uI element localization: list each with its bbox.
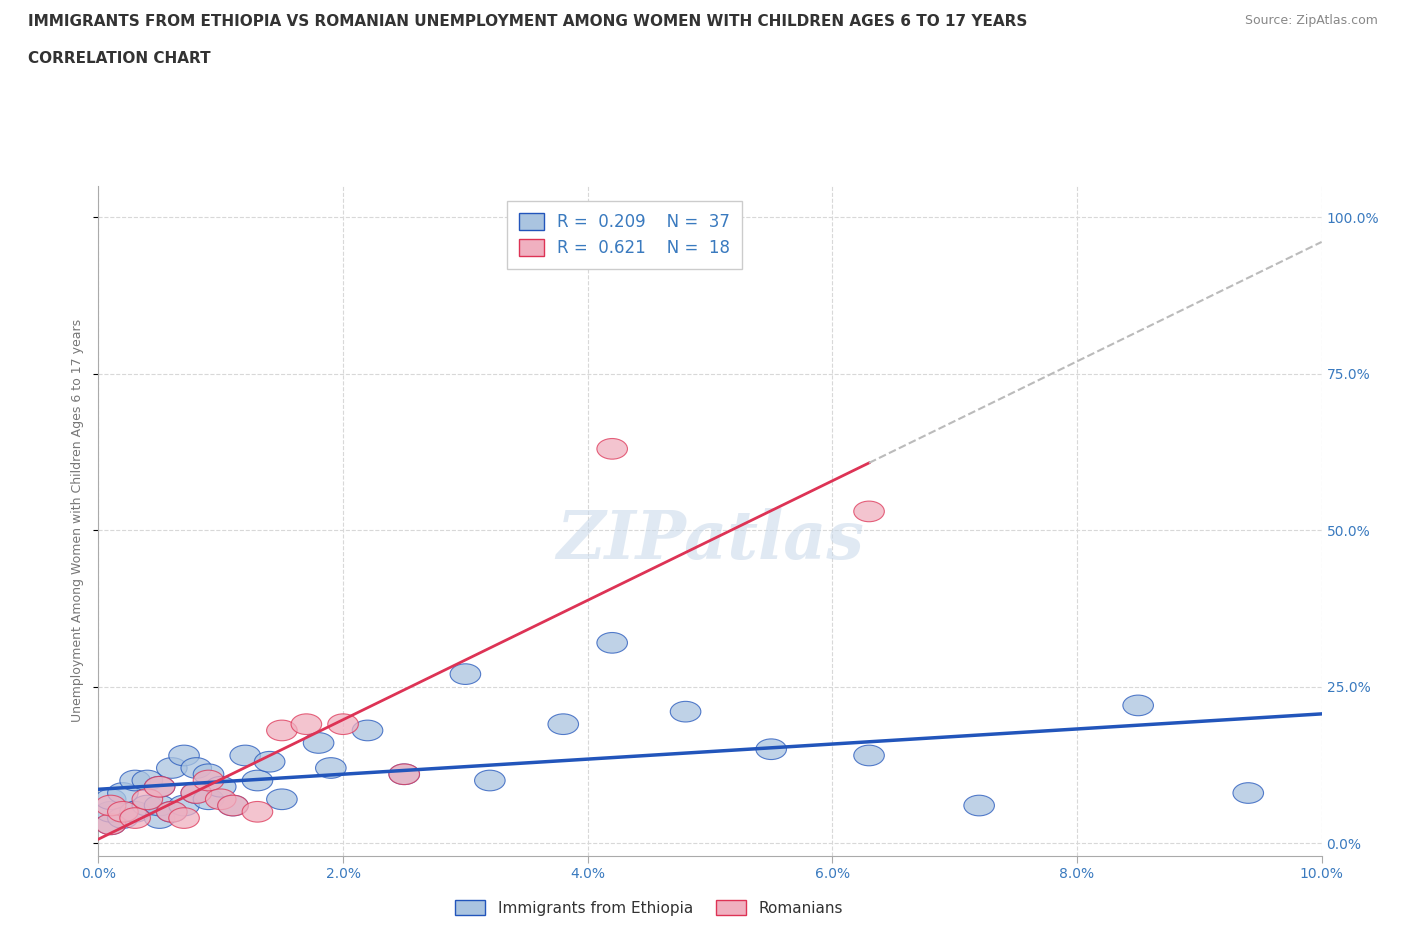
Ellipse shape [548, 714, 578, 735]
Y-axis label: Unemployment Among Women with Children Ages 6 to 17 years: Unemployment Among Women with Children A… [72, 319, 84, 723]
Ellipse shape [242, 802, 273, 822]
Ellipse shape [853, 501, 884, 522]
Ellipse shape [315, 758, 346, 778]
Ellipse shape [193, 789, 224, 810]
Ellipse shape [671, 701, 700, 722]
Ellipse shape [291, 714, 322, 735]
Ellipse shape [193, 770, 224, 790]
Ellipse shape [965, 795, 994, 816]
Ellipse shape [756, 739, 786, 760]
Ellipse shape [169, 795, 200, 816]
Ellipse shape [304, 733, 333, 753]
Ellipse shape [598, 632, 627, 653]
Ellipse shape [328, 714, 359, 735]
Ellipse shape [145, 777, 174, 797]
Ellipse shape [145, 795, 174, 816]
Text: IMMIGRANTS FROM ETHIOPIA VS ROMANIAN UNEMPLOYMENT AMONG WOMEN WITH CHILDREN AGES: IMMIGRANTS FROM ETHIOPIA VS ROMANIAN UNE… [28, 14, 1028, 29]
Ellipse shape [96, 814, 127, 834]
Ellipse shape [242, 770, 273, 790]
Ellipse shape [475, 770, 505, 790]
Ellipse shape [389, 764, 419, 785]
Ellipse shape [132, 795, 163, 816]
Ellipse shape [1123, 695, 1153, 716]
Ellipse shape [267, 720, 297, 741]
Ellipse shape [156, 758, 187, 778]
Ellipse shape [169, 808, 200, 829]
Text: Source: ZipAtlas.com: Source: ZipAtlas.com [1244, 14, 1378, 27]
Ellipse shape [193, 764, 224, 785]
Ellipse shape [205, 789, 236, 810]
Ellipse shape [598, 439, 627, 459]
Ellipse shape [181, 758, 211, 778]
Ellipse shape [120, 808, 150, 829]
Ellipse shape [108, 808, 138, 829]
Text: CORRELATION CHART: CORRELATION CHART [28, 51, 211, 66]
Ellipse shape [145, 777, 174, 797]
Ellipse shape [353, 720, 382, 741]
Ellipse shape [205, 777, 236, 797]
Ellipse shape [181, 783, 211, 804]
Ellipse shape [120, 770, 150, 790]
Ellipse shape [145, 808, 174, 829]
Ellipse shape [132, 789, 163, 810]
Ellipse shape [218, 795, 249, 816]
Ellipse shape [450, 664, 481, 684]
Ellipse shape [267, 789, 297, 810]
Legend: Immigrants from Ethiopia, Romanians: Immigrants from Ethiopia, Romanians [449, 894, 849, 922]
Ellipse shape [156, 802, 187, 822]
Ellipse shape [231, 745, 260, 765]
Ellipse shape [1233, 783, 1264, 804]
Ellipse shape [96, 789, 127, 810]
Ellipse shape [96, 795, 127, 816]
Ellipse shape [389, 764, 419, 785]
Ellipse shape [96, 802, 127, 822]
Ellipse shape [853, 745, 884, 765]
Text: ZIPatlas: ZIPatlas [557, 509, 863, 574]
Ellipse shape [181, 783, 211, 804]
Ellipse shape [132, 770, 163, 790]
Ellipse shape [169, 745, 200, 765]
Ellipse shape [254, 751, 285, 772]
Ellipse shape [120, 802, 150, 822]
Ellipse shape [156, 802, 187, 822]
Ellipse shape [96, 814, 127, 834]
Ellipse shape [108, 783, 138, 804]
Ellipse shape [108, 802, 138, 822]
Ellipse shape [218, 795, 249, 816]
